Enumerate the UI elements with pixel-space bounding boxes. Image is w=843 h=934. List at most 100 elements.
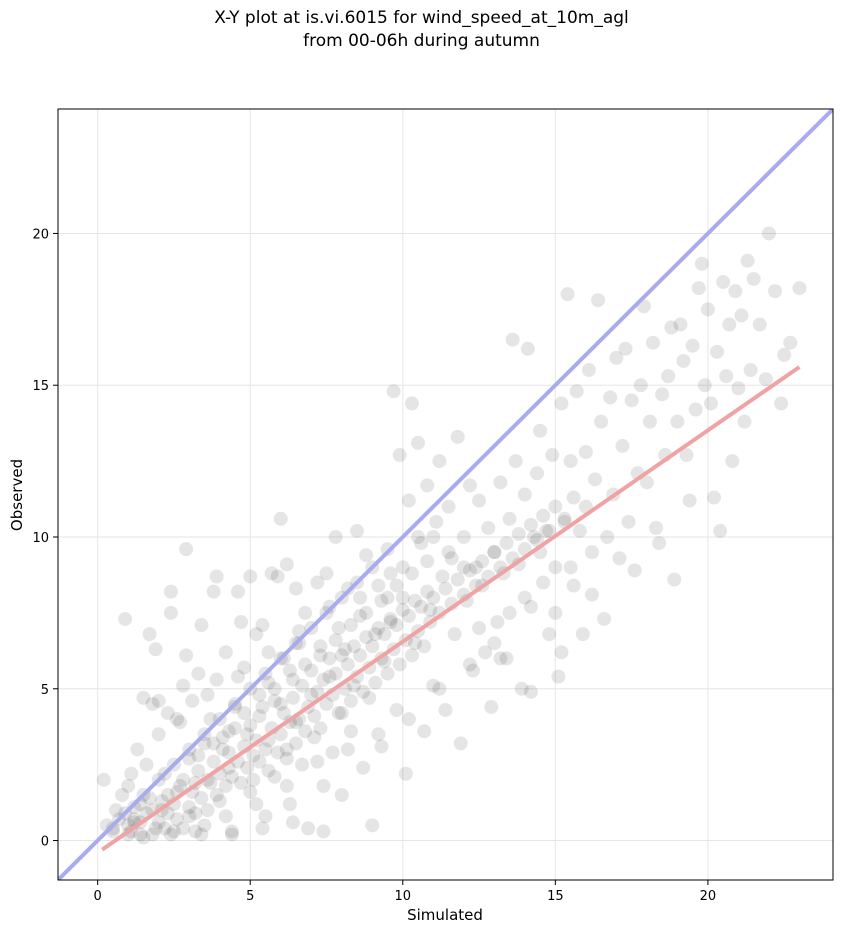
data-point bbox=[389, 703, 404, 718]
data-point bbox=[612, 551, 627, 566]
x-tick-label: 15 bbox=[547, 889, 564, 904]
data-point bbox=[182, 800, 197, 815]
data-point bbox=[520, 341, 535, 356]
data-point bbox=[371, 727, 386, 742]
data-point bbox=[209, 788, 224, 803]
data-point bbox=[282, 797, 297, 812]
data-point bbox=[542, 627, 557, 642]
data-point bbox=[420, 584, 435, 599]
data-point bbox=[255, 618, 270, 633]
data-point bbox=[206, 736, 221, 751]
data-point bbox=[194, 618, 209, 633]
data-point bbox=[322, 651, 337, 666]
data-point bbox=[221, 724, 236, 739]
data-point bbox=[774, 396, 789, 411]
data-point bbox=[234, 775, 249, 790]
data-point bbox=[215, 730, 230, 745]
y-tick-label: 20 bbox=[32, 227, 49, 242]
data-point bbox=[288, 581, 303, 596]
data-point bbox=[194, 827, 209, 842]
data-point bbox=[417, 724, 432, 739]
x-tick-label: 10 bbox=[395, 889, 412, 904]
data-point bbox=[414, 536, 429, 551]
data-point bbox=[353, 648, 368, 663]
data-point bbox=[566, 490, 581, 505]
data-point bbox=[252, 754, 267, 769]
data-point bbox=[703, 396, 718, 411]
data-point bbox=[700, 302, 715, 317]
data-point bbox=[652, 536, 667, 551]
data-point bbox=[163, 584, 178, 599]
data-point bbox=[487, 545, 502, 560]
data-point bbox=[115, 788, 130, 803]
data-point bbox=[160, 806, 175, 821]
data-point bbox=[462, 478, 477, 493]
data-point bbox=[719, 369, 734, 384]
data-point bbox=[670, 414, 685, 429]
data-point bbox=[258, 742, 273, 757]
data-point bbox=[142, 627, 157, 642]
data-point bbox=[346, 678, 361, 693]
y-tick-label: 5 bbox=[41, 683, 49, 698]
data-point bbox=[310, 684, 325, 699]
data-point bbox=[310, 575, 325, 590]
data-point bbox=[224, 827, 239, 842]
data-point bbox=[304, 687, 319, 702]
data-point bbox=[441, 545, 456, 560]
x-tick-label: 0 bbox=[94, 889, 102, 904]
data-point bbox=[472, 493, 487, 508]
data-point bbox=[462, 657, 477, 672]
chart-title-line-2: from 00-06h during autumn bbox=[303, 31, 540, 51]
data-point bbox=[276, 651, 291, 666]
data-point bbox=[237, 706, 252, 721]
reference-lines bbox=[58, 109, 833, 880]
data-point bbox=[179, 648, 194, 663]
data-point bbox=[523, 599, 538, 614]
data-point bbox=[609, 350, 624, 365]
data-point bbox=[475, 554, 490, 569]
data-point bbox=[725, 454, 740, 469]
data-point bbox=[295, 757, 310, 772]
data-point bbox=[298, 724, 313, 739]
data-point bbox=[493, 651, 508, 666]
data-point bbox=[206, 754, 221, 769]
data-point bbox=[523, 684, 538, 699]
data-point bbox=[383, 566, 398, 581]
data-point bbox=[600, 529, 615, 544]
data-point bbox=[313, 721, 328, 736]
data-point bbox=[353, 590, 368, 605]
data-point bbox=[108, 803, 123, 818]
data-point bbox=[758, 372, 773, 387]
data-point bbox=[548, 605, 563, 620]
data-point bbox=[649, 520, 664, 535]
data-point bbox=[133, 827, 148, 842]
data-point bbox=[740, 253, 755, 268]
data-point bbox=[163, 827, 178, 842]
data-point bbox=[343, 693, 358, 708]
data-point bbox=[673, 317, 688, 332]
data-point bbox=[639, 475, 654, 490]
data-point bbox=[560, 287, 575, 302]
data-point bbox=[502, 511, 517, 526]
data-point bbox=[173, 778, 188, 793]
data-point bbox=[246, 772, 261, 787]
data-point bbox=[716, 275, 731, 290]
data-point bbox=[334, 788, 349, 803]
data-point bbox=[340, 581, 355, 596]
data-point bbox=[563, 560, 578, 575]
data-point bbox=[752, 317, 767, 332]
data-point bbox=[554, 396, 569, 411]
data-point bbox=[401, 493, 416, 508]
data-point bbox=[517, 590, 532, 605]
data-point bbox=[368, 627, 383, 642]
data-point bbox=[371, 578, 386, 593]
data-point bbox=[389, 578, 404, 593]
data-point bbox=[176, 772, 191, 787]
data-point bbox=[224, 824, 239, 839]
data-point bbox=[435, 569, 450, 584]
data-point bbox=[417, 639, 432, 654]
data-point bbox=[423, 602, 438, 617]
data-point bbox=[276, 706, 291, 721]
data-point bbox=[197, 818, 212, 833]
data-point bbox=[301, 821, 316, 836]
